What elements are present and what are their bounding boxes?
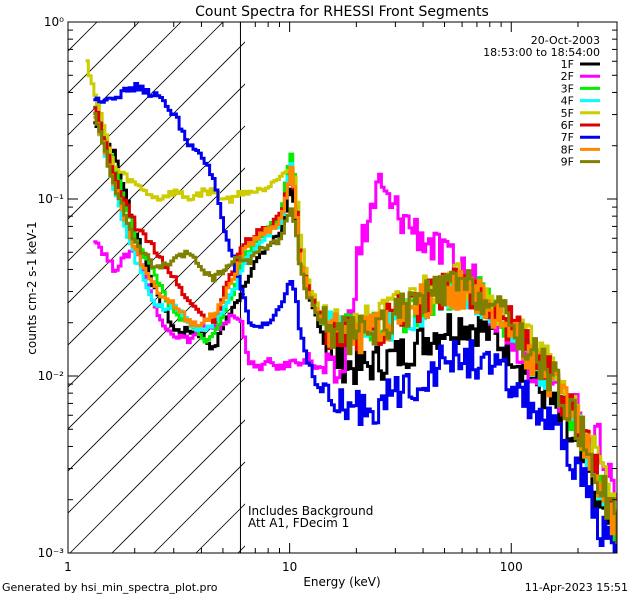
- legend-label: 7F: [561, 131, 574, 144]
- x-tick-label: 1: [64, 560, 72, 574]
- x-axis-label: Energy (keV): [303, 575, 380, 589]
- hatch-line: [153, 461, 245, 553]
- series-group: [85, 59, 617, 553]
- legend-label: 8F: [561, 143, 574, 156]
- hatch-line: [69, 377, 245, 553]
- legend-label: 6F: [561, 119, 574, 132]
- y-axis-label: counts cm-2 s-1 keV-1: [25, 221, 39, 354]
- legend-label: 2F: [561, 70, 574, 83]
- hatch-line: [68, 167, 245, 346]
- series-line-9F: [93, 112, 617, 544]
- date-label: 20-Oct-2003: [531, 34, 600, 47]
- y-tick-label: 10⁻²: [38, 369, 65, 383]
- y-tick-label: 10⁻¹: [38, 192, 65, 206]
- legend-label: 3F: [561, 82, 574, 95]
- footer-generated-by: Generated by hsi_min_spectra_plot.pro: [2, 581, 218, 594]
- chart-title: Count Spectra for RHESSI Front Segments: [195, 4, 489, 20]
- legend-label: 9F: [561, 156, 574, 169]
- hatch-line: [68, 335, 245, 514]
- plot-frame: [67, 21, 618, 554]
- axis-ticks: [67, 21, 618, 554]
- legend-label: 4F: [561, 95, 574, 108]
- hatched-background-region: [68, 22, 245, 553]
- hatch-line: [68, 293, 245, 472]
- hatch-line: [68, 251, 245, 430]
- x-tick-labels: 1 10 100: [64, 560, 523, 574]
- hatch-line: [68, 125, 245, 304]
- x-tick-label: 100: [500, 560, 523, 574]
- series-line-2F: [93, 172, 617, 501]
- hatch-line: [68, 22, 182, 136]
- hatch-line: [111, 419, 245, 553]
- hatch-line: [68, 22, 224, 178]
- legend-label: 1F: [561, 58, 574, 71]
- annotation-line-2: Att A1, FDecim 1: [248, 516, 349, 530]
- annotation-line-1: Includes Background: [248, 504, 373, 518]
- time-range-label: 18:53:00 to 18:54:00: [483, 46, 600, 59]
- y-tick-labels: 10⁻³ 10⁻² 10⁻¹ 10⁰: [38, 15, 65, 560]
- legend-label: 5F: [561, 107, 574, 120]
- x-tick-label: 10: [282, 560, 297, 574]
- series-line-7F: [93, 82, 617, 553]
- footer-timestamp: 11-Apr-2023 15:51: [524, 581, 628, 594]
- hatch-line: [68, 209, 245, 388]
- y-tick-label: 10⁰: [44, 15, 64, 29]
- hatch-line: [68, 83, 245, 262]
- y-tick-label: 10⁻³: [38, 546, 65, 560]
- hatch-line: [68, 41, 245, 220]
